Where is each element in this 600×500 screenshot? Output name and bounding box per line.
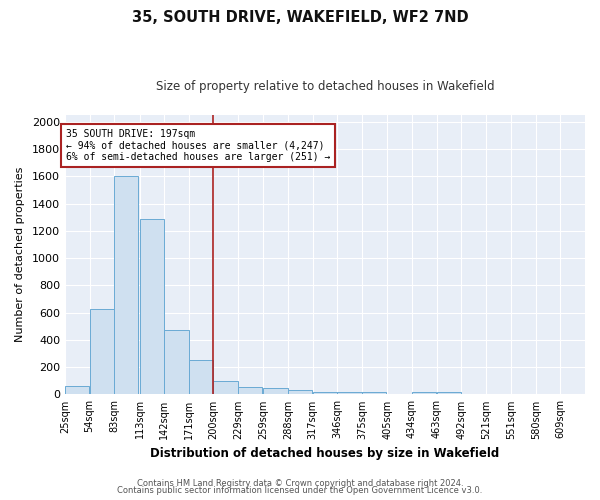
Y-axis label: Number of detached properties: Number of detached properties bbox=[15, 167, 25, 342]
Bar bbox=[362, 392, 386, 394]
Bar bbox=[140, 218, 164, 394]
Bar bbox=[214, 381, 238, 394]
Bar bbox=[437, 392, 461, 394]
Text: 35 SOUTH DRIVE: 197sqm
← 94% of detached houses are smaller (4,247)
6% of semi-d: 35 SOUTH DRIVE: 197sqm ← 94% of detached… bbox=[66, 128, 330, 162]
Title: Size of property relative to detached houses in Wakefield: Size of property relative to detached ho… bbox=[155, 80, 494, 93]
Bar bbox=[313, 392, 337, 394]
Text: Contains public sector information licensed under the Open Government Licence v3: Contains public sector information licen… bbox=[118, 486, 482, 495]
Bar bbox=[114, 176, 139, 394]
Bar bbox=[164, 330, 188, 394]
Bar bbox=[337, 392, 362, 394]
Bar bbox=[263, 388, 288, 394]
Bar bbox=[288, 390, 313, 394]
X-axis label: Distribution of detached houses by size in Wakefield: Distribution of detached houses by size … bbox=[151, 447, 500, 460]
Bar bbox=[189, 360, 213, 394]
Text: Contains HM Land Registry data © Crown copyright and database right 2024.: Contains HM Land Registry data © Crown c… bbox=[137, 478, 463, 488]
Bar bbox=[65, 386, 89, 394]
Text: 35, SOUTH DRIVE, WAKEFIELD, WF2 7ND: 35, SOUTH DRIVE, WAKEFIELD, WF2 7ND bbox=[131, 10, 469, 25]
Bar bbox=[238, 387, 262, 394]
Bar bbox=[412, 392, 436, 394]
Bar bbox=[89, 308, 114, 394]
